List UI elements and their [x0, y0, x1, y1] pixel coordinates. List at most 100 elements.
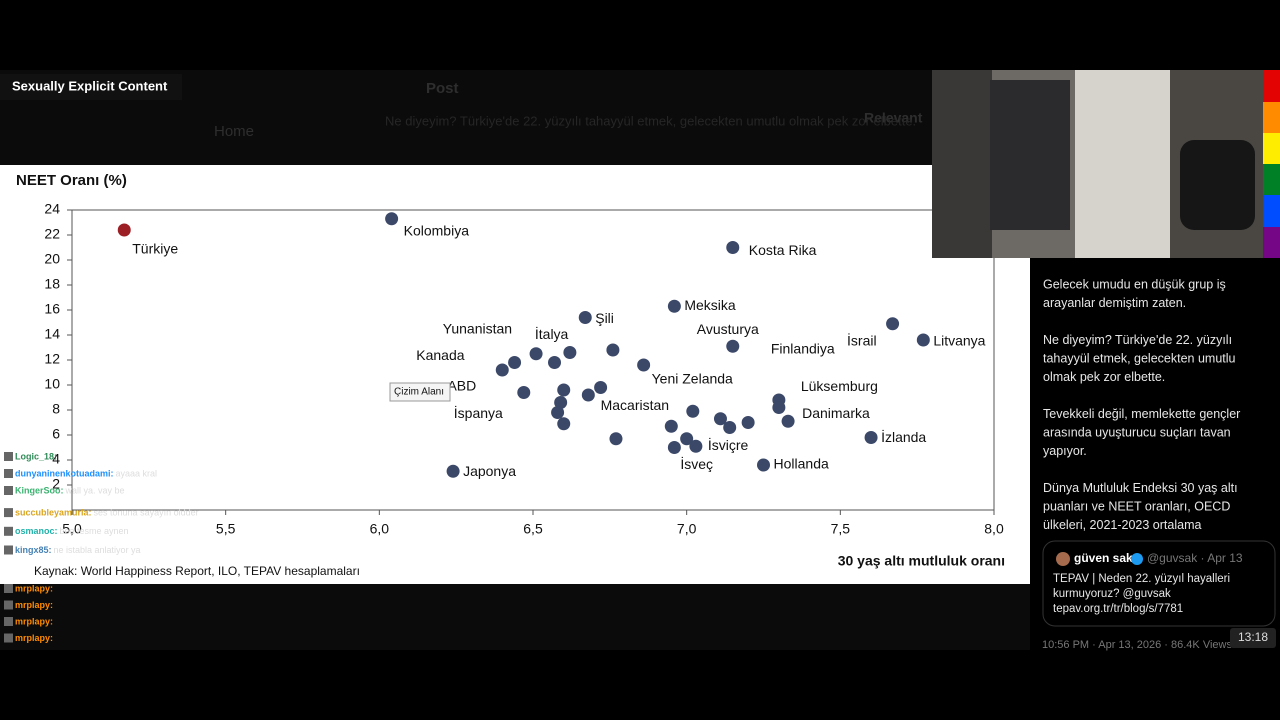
- stripe: [1263, 227, 1280, 258]
- point: [713, 412, 727, 426]
- tweet-text: arayanlar demiştim zaten.: [1043, 296, 1186, 310]
- point: [557, 417, 571, 431]
- chat-badge: [4, 469, 13, 478]
- point-label: İspanya: [454, 404, 503, 421]
- point: [667, 299, 681, 313]
- chat-badge: [4, 617, 13, 626]
- tooltip-text: Çizim Alanı: [394, 387, 444, 398]
- point: [551, 406, 565, 419]
- quote-text: TEPAV | Neden 22. yüzyıl hayalleri: [1053, 573, 1230, 585]
- point-label: Litvanya: [933, 333, 985, 349]
- tweet-text: Gelecek umudu en düşük grup iş: [1043, 277, 1226, 291]
- y-tick-label: 12: [44, 351, 60, 367]
- point-label: İsveç: [680, 455, 713, 472]
- chart-panel: [0, 165, 1030, 584]
- x-tick-label: 7,0: [677, 521, 697, 537]
- point: [886, 317, 900, 331]
- chat-user: osmanoc:: [15, 526, 58, 536]
- bg-home: Home: [214, 123, 254, 140]
- point: [864, 431, 878, 444]
- point-label: İsrail: [847, 331, 877, 348]
- chat-badge: [4, 584, 13, 593]
- point: [726, 241, 740, 254]
- webcam-chair: [1180, 140, 1255, 230]
- timer-bg: [1230, 628, 1276, 648]
- y-tick-label: 2: [52, 476, 60, 492]
- chat-user: kingx85:: [15, 545, 52, 555]
- chat-message: wall ya. vay be: [65, 485, 125, 495]
- bg-relevant: Relevant: [864, 110, 923, 126]
- chat-badge: [4, 526, 13, 536]
- chat-badge: [4, 508, 13, 518]
- tweet-text: olmak pek zor elbette.: [1043, 370, 1165, 384]
- point: [741, 416, 755, 429]
- point: [689, 439, 703, 453]
- point: [723, 421, 737, 434]
- quote-text: kurmuyoruz? @guvsak: [1053, 588, 1171, 600]
- webcam-shade: [932, 70, 992, 258]
- chat-badge: [4, 545, 13, 555]
- chat-user: KingerSoo:: [15, 485, 64, 495]
- point-label: Türkiye: [132, 241, 178, 257]
- point: [916, 333, 930, 347]
- chat-message: ayaaa kral: [116, 468, 158, 478]
- point: [594, 381, 608, 394]
- point: [772, 401, 786, 414]
- point-label: Meksika: [684, 297, 736, 313]
- chat-user: mrplapy:: [15, 616, 53, 626]
- chat-user: dunyaninenkotuadami:: [15, 468, 114, 478]
- point: [563, 346, 577, 359]
- y-tick-label: 10: [44, 376, 60, 392]
- point-label: Kanada: [416, 347, 464, 363]
- x-tick-label: 6,0: [370, 521, 390, 537]
- chat-user: Logic_18:: [15, 451, 57, 461]
- point-label: Kosta Rika: [749, 242, 817, 258]
- point-label: ABD: [447, 378, 476, 394]
- tweet-footer: 10:56 PM · Apr 13, 2026 · 86.4K Views: [1042, 639, 1232, 651]
- stripe: [1263, 70, 1280, 102]
- bg-post-text: Ne diyeyim? Türkiye'de 22. yüzyılı tahay…: [385, 113, 916, 128]
- tweet-text: puanları ve NEET oranları, OECD: [1043, 499, 1230, 513]
- point: [664, 419, 678, 433]
- tweet-text: Tevekkeli değil, memlekette gençler: [1043, 407, 1240, 421]
- x-axis-label: 30 yaş altı mutluluk oranı: [838, 553, 1005, 569]
- chat-badge: [4, 486, 13, 495]
- stripe: [1263, 164, 1280, 195]
- x-tick-label: 7,5: [831, 521, 851, 537]
- chat-user: mrplapy:: [15, 633, 53, 643]
- point-label: Lüksemburg: [801, 378, 878, 394]
- y-tick-label: 22: [44, 226, 60, 242]
- point: [637, 358, 651, 372]
- point: [667, 441, 681, 454]
- point: [581, 388, 595, 402]
- point: [117, 223, 131, 237]
- point-label: İtalya: [535, 325, 569, 342]
- point-label: Yeni Zelanda: [652, 371, 733, 387]
- tweet-text: Ne diyeyim? Türkiye'de 22. yüzyılı: [1043, 333, 1232, 347]
- chat-message: ne istabla anlatiyor ya: [54, 545, 141, 555]
- tooltip-box: [389, 382, 451, 402]
- chat-message: ses tonuna sayayın oldder: [94, 507, 199, 517]
- tweet-text: ülkeleri, 2021-2023 ortalama: [1043, 518, 1201, 532]
- y-tick-label: 24: [44, 201, 60, 217]
- point: [606, 343, 620, 357]
- point: [385, 212, 399, 226]
- point-label: Finlandiya: [771, 341, 835, 357]
- point: [609, 432, 623, 446]
- y-tick-label: 20: [44, 251, 60, 267]
- point-label: Japonya: [463, 463, 516, 479]
- point: [578, 311, 592, 324]
- chat-user: mrplapy:: [15, 583, 53, 593]
- point-label: Danimarka: [802, 405, 870, 421]
- stripe: [1263, 102, 1280, 133]
- y-tick-label: 14: [44, 326, 60, 342]
- chat-user: succubleyamurla:: [15, 507, 92, 517]
- point-label: Şili: [595, 310, 614, 326]
- point: [557, 383, 571, 397]
- point-label: Hollanda: [774, 456, 829, 472]
- point: [781, 414, 795, 428]
- webcam-wardrobe: [990, 80, 1070, 230]
- quote-card[interactable]: [1042, 540, 1276, 627]
- tweet-text: Dünya Mutluluk Endeksi 30 yaş altı: [1043, 481, 1238, 495]
- tweet-text: yapıyor.: [1043, 444, 1087, 458]
